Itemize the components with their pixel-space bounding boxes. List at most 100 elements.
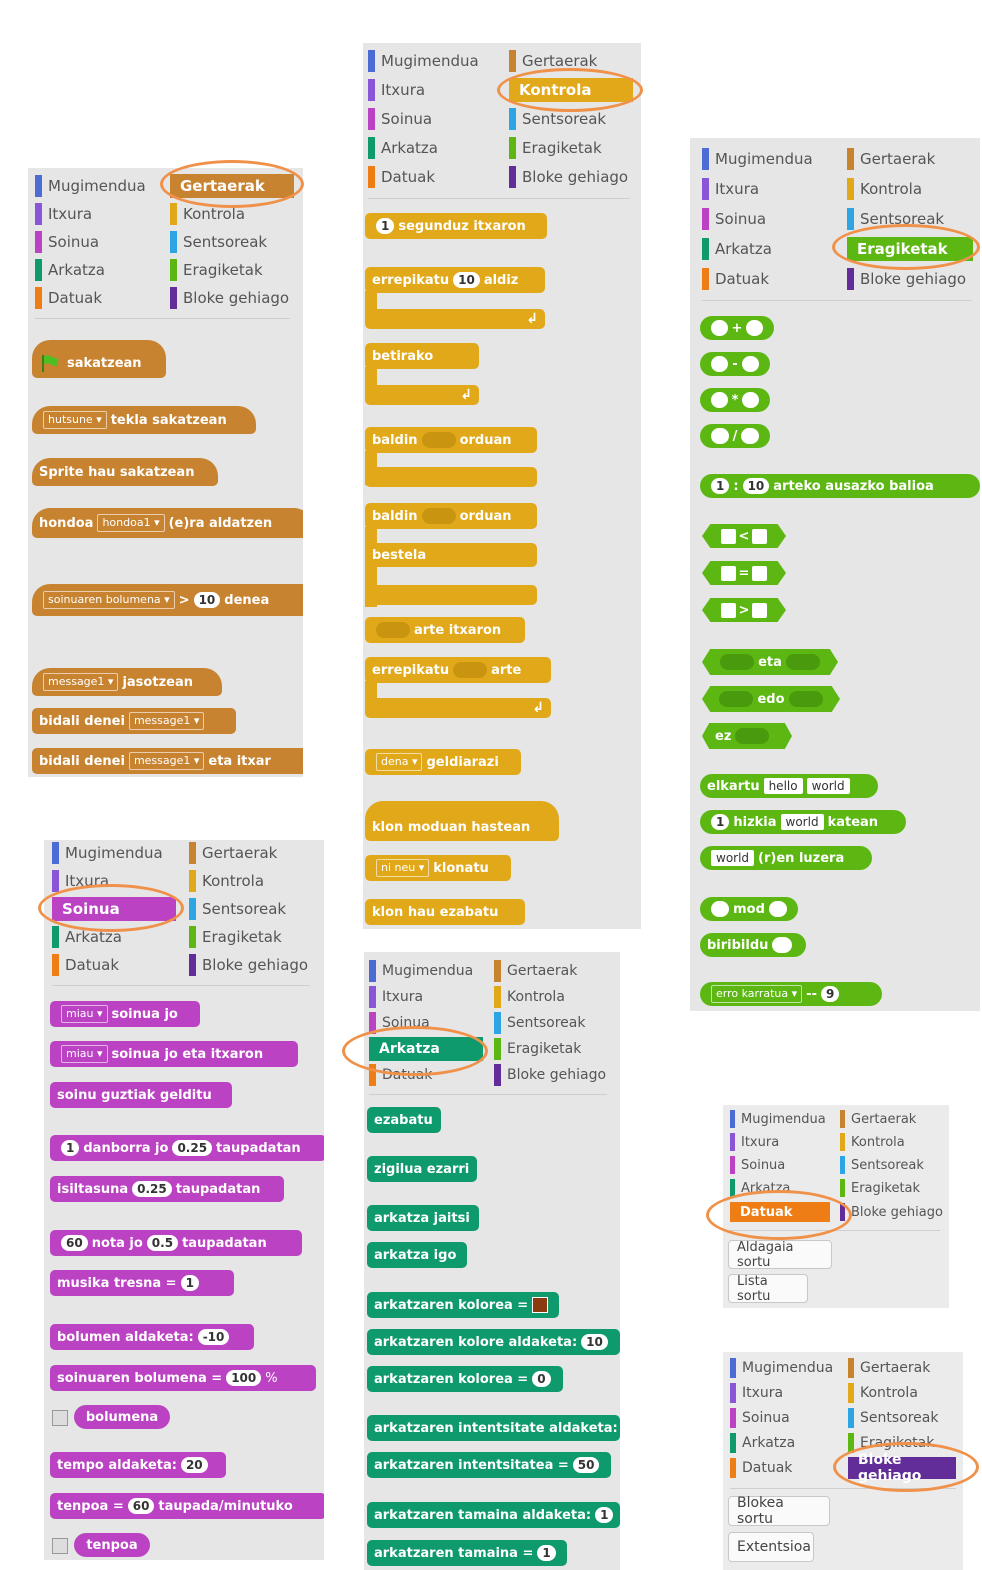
not-block[interactable]: ez [702,723,792,749]
clear-block[interactable]: ezabatu [367,1107,441,1133]
value-input[interactable]: 0.25 [172,1140,213,1156]
join-block[interactable]: elkartu hello world [700,774,878,798]
play-drum-block[interactable]: 1 danborra jo 0.25 taupadatan [50,1135,324,1161]
operand-input[interactable] [711,356,729,372]
round-block[interactable]: biribildu [700,933,806,957]
category-more[interactable]: Bloke gehiago [840,1202,943,1222]
condition-slot[interactable] [788,691,823,707]
mod-block[interactable]: mod [700,897,798,921]
value-input[interactable]: 1 [376,218,395,234]
equals-block[interactable]: = [702,561,786,585]
category-more[interactable]: Bloke gehiago [847,267,966,291]
category-operators[interactable]: Eragiketak [509,136,602,160]
value-input[interactable]: 1 [537,1545,556,1561]
message-dropdown[interactable]: message1 ▾ [128,752,205,770]
note-dropdown[interactable]: 60 [61,1235,88,1251]
category-data[interactable]: Datuak [368,165,435,189]
operand-input[interactable] [752,565,768,581]
or-block[interactable]: edo [702,686,840,712]
condition-slot[interactable] [376,622,410,638]
instrument-dropdown[interactable]: 1 [180,1275,199,1291]
broadcast-wait-block[interactable]: bidali denei message1 ▾ eta itxar [32,748,303,774]
category-control[interactable]: Kontrola [494,985,565,1009]
category-sound[interactable]: Soinua [368,107,432,131]
repeat-block[interactable]: errepikatu 10 aldiz [365,267,545,293]
set-instrument-block[interactable]: musika tresna = 1 [50,1270,234,1296]
category-sensing[interactable]: Sentsoreak [170,230,267,254]
condition-slot[interactable] [719,691,754,707]
category-more[interactable]: Bloke gehiago [189,953,308,977]
category-pen[interactable]: Arkatza [730,1432,795,1454]
set-volume-block[interactable]: soinuaren bolumena = 100 % [50,1365,316,1391]
operand-input[interactable] [741,356,759,372]
category-motion[interactable]: Mugimendua [369,959,473,983]
operand-input[interactable] [711,428,729,444]
wait-until-block[interactable]: arte itxaron [365,617,525,643]
sensor-dropdown[interactable]: soinuaren bolumena ▾ [43,591,175,609]
multiply-block[interactable]: * [700,388,770,412]
delete-clone-block[interactable]: klon hau ezabatu [365,899,525,925]
operand-input[interactable] [772,937,793,953]
category-sound[interactable]: Soinua [730,1407,790,1429]
stop-dropdown[interactable]: dena ▾ [376,753,423,771]
category-operators[interactable]: Eragiketak [189,925,282,949]
when-receive-block[interactable]: message1 ▾ jasotzean [32,668,222,696]
category-sensing[interactable]: Sentsoreak [847,207,944,231]
operand-input[interactable] [742,392,759,408]
sprite-clicked-block[interactable]: Sprite hau sakatzean [32,458,218,486]
condition-slot[interactable] [421,432,456,448]
category-sensing[interactable]: Sentsoreak [509,107,606,131]
add-extension-button[interactable]: Extentsioa [728,1532,814,1562]
condition-slot[interactable] [720,654,755,670]
category-sound[interactable]: Soinua [702,207,766,231]
category-pen[interactable]: Arkatza [368,136,438,160]
color-swatch[interactable] [532,1297,549,1313]
text-input[interactable]: world [780,814,824,830]
category-looks[interactable]: Itxura [369,985,423,1009]
stop-all-sounds-block[interactable]: soinu guztiak gelditu [50,1082,232,1108]
category-sound[interactable]: Soinua [730,1155,785,1175]
category-looks[interactable]: Itxura [702,177,759,201]
category-motion[interactable]: Mugimendua [730,1357,833,1379]
add-block[interactable]: + [700,316,774,340]
create-clone-block[interactable]: ni neu ▾ klonatu [365,855,511,881]
length-of-block[interactable]: world (r)en luzera [700,846,872,870]
category-events[interactable]: Gertaerak [840,1109,916,1129]
divide-block[interactable]: / [700,424,770,448]
category-sensing[interactable]: Sentsoreak [189,897,286,921]
change-volume-block[interactable]: bolumen aldaketa: -10 [50,1324,254,1350]
letter-of-block[interactable]: 1 hizkia world katean [700,810,906,834]
subtract-block[interactable]: - [700,352,770,376]
if-block[interactable]: baldin orduan [365,427,537,453]
less-than-block[interactable]: < [702,524,786,548]
drum-dropdown[interactable]: 1 [61,1140,80,1156]
change-tempo-block[interactable]: tempo aldaketa: 20 [50,1452,226,1478]
play-sound-block[interactable]: miau ▾ soinua jo [50,1001,200,1027]
category-motion[interactable]: Mugimendua [730,1109,826,1129]
category-control[interactable]: Kontrola [848,1382,918,1404]
category-control[interactable]: Kontrola [170,202,245,226]
stamp-block[interactable]: zigilua ezarri [367,1156,477,1182]
play-sound-wait-block[interactable]: miau ▾ soinua jo eta itxaron [50,1041,298,1067]
text-input[interactable]: world [806,778,850,794]
tempo-reporter[interactable]: tenpoa [74,1533,150,1557]
value-input[interactable]: 60 [127,1498,155,1514]
make-block-button[interactable]: Blokea sortu [728,1495,830,1527]
category-data[interactable]: Datuak [702,267,769,291]
forever-block[interactable]: betirako [365,343,479,369]
sound-dropdown[interactable]: miau ▾ [61,1005,108,1023]
category-events[interactable]: Gertaerak [509,49,597,73]
pen-up-block[interactable]: arkatza igo [367,1242,467,1268]
function-dropdown[interactable]: erro karratua ▾ [711,985,803,1003]
operand-input[interactable] [720,602,736,618]
value-input[interactable]: 1 [595,1507,614,1523]
category-events[interactable]: Gertaerak [189,841,277,865]
value-input[interactable]: 0 [532,1371,551,1387]
category-more[interactable]: Bloke gehiago [170,286,289,310]
category-data[interactable]: Datuak [35,286,102,310]
pen-down-block[interactable]: arkatza jaitsi [367,1205,479,1231]
if-else-block[interactable]: baldin orduan [365,503,537,529]
change-pen-color-block[interactable]: arkatzaren kolore aldaketa: 10 [367,1329,620,1355]
category-looks[interactable]: Itxura [730,1382,783,1404]
change-pen-shade-block[interactable]: arkatzaren intentsitate aldaketa: [367,1415,620,1441]
